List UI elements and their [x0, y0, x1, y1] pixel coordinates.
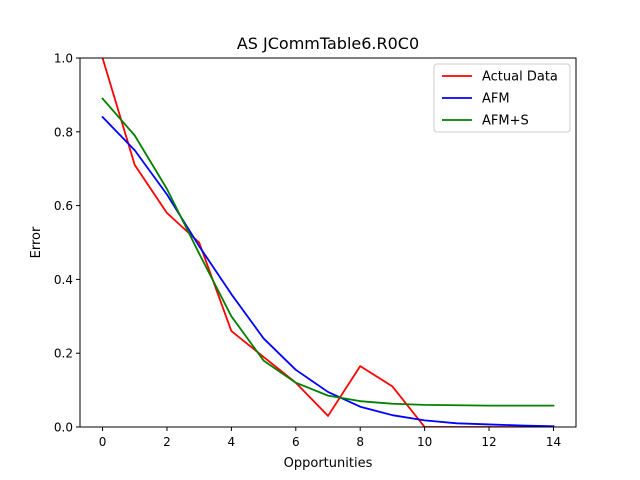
- series-line-3: [101, 97, 555, 407]
- x-tick-label: 10: [417, 435, 432, 449]
- legend-label-2: AFM: [482, 92, 510, 107]
- x-tick-label: 6: [292, 435, 300, 449]
- y-tick-label: 0.4: [54, 273, 73, 287]
- y-tick-label: 0.8: [54, 125, 73, 139]
- plot-frame: [79, 57, 577, 428]
- y-axis: 0.0 0.2 0.4 0.6 0.8 1.0: [54, 52, 80, 435]
- x-tick-label: 8: [356, 435, 364, 449]
- x-tick-label: 14: [546, 435, 561, 449]
- x-axis-label: Opportunities: [284, 456, 373, 471]
- x-tick-label: 4: [228, 435, 236, 449]
- y-tick-label: 1.0: [54, 52, 73, 66]
- legend-box: [433, 63, 571, 133]
- x-tick-label: 12: [481, 435, 496, 449]
- y-axis-label: Error: [29, 226, 44, 258]
- legend-label-3: AFM+S: [482, 114, 529, 129]
- legend: Actual Data AFM AFM+S: [433, 63, 571, 133]
- series-line-1: [101, 58, 555, 427]
- legend-label-1: Actual Data: [482, 70, 558, 85]
- series-layer: [101, 58, 555, 427]
- x-tick-label: 0: [99, 435, 107, 449]
- y-tick-label: 0.2: [54, 347, 73, 361]
- x-axis: 0 2 4 6 8 10 12 14: [99, 427, 561, 449]
- y-tick-label: 0.0: [54, 421, 73, 435]
- y-tick-label: 0.6: [54, 199, 73, 213]
- x-tick-label: 2: [163, 435, 171, 449]
- chart-title: AS JCommTable6.R0C0: [237, 34, 419, 53]
